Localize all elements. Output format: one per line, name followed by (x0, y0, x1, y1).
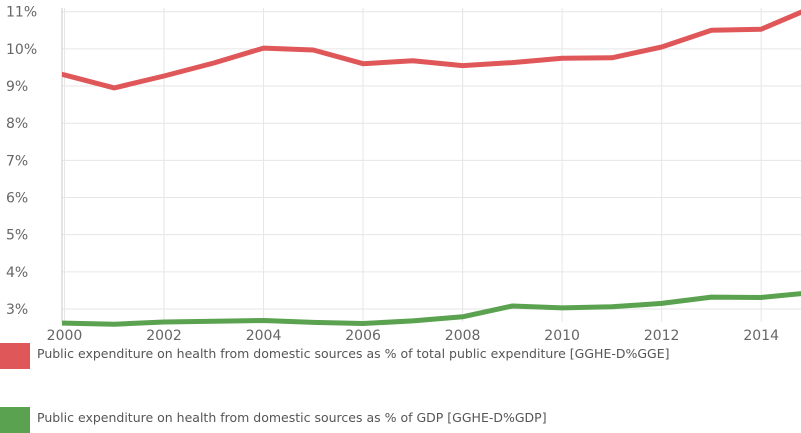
x-tick-label: 2002 (146, 328, 182, 344)
series-line-gdp[interactable] (15, 291, 801, 327)
y-tick-label: 9% (6, 79, 28, 95)
y-tick-label: 6% (6, 191, 28, 207)
x-tick-label: 2006 (345, 328, 381, 344)
x-axis: 2000 2002 2004 2006 2008 2010 2012 2014 (47, 328, 779, 344)
x-tick-label: 2010 (544, 328, 580, 344)
y-tick-label: 3% (6, 302, 28, 318)
y-tick-label: 7% (6, 153, 28, 169)
x-tick-label: 2014 (743, 328, 779, 344)
legend-swatch-red (0, 343, 30, 369)
legend-swatch-green (0, 407, 30, 433)
y-tick-label: 4% (6, 265, 28, 281)
legend-label: Public expenditure on health from domest… (37, 410, 547, 425)
x-tick-label: 2000 (47, 328, 83, 344)
line-chart: 3%4%5%6%7%8%9%10%11% 2000 2002 2004 2006 200… (6, 5, 801, 344)
y-tick-label: 8% (6, 116, 28, 132)
legend-label: Public expenditure on health from domest… (37, 346, 670, 361)
series-lines (15, 8, 801, 327)
y-tick-label: 11% (6, 5, 37, 21)
x-tick-label: 2004 (246, 328, 282, 344)
x-tick-label: 2012 (644, 328, 680, 344)
x-tick-label: 2008 (445, 328, 481, 344)
series-line-total-expenditure[interactable] (15, 8, 801, 91)
y-tick-label: 10% (6, 42, 37, 58)
grid-lines (61, 8, 801, 322)
y-axis: 3% 4% 5% 6% 7% 8% 9% 10% 11% (6, 5, 37, 318)
y-tick-label: 5% (6, 228, 28, 244)
